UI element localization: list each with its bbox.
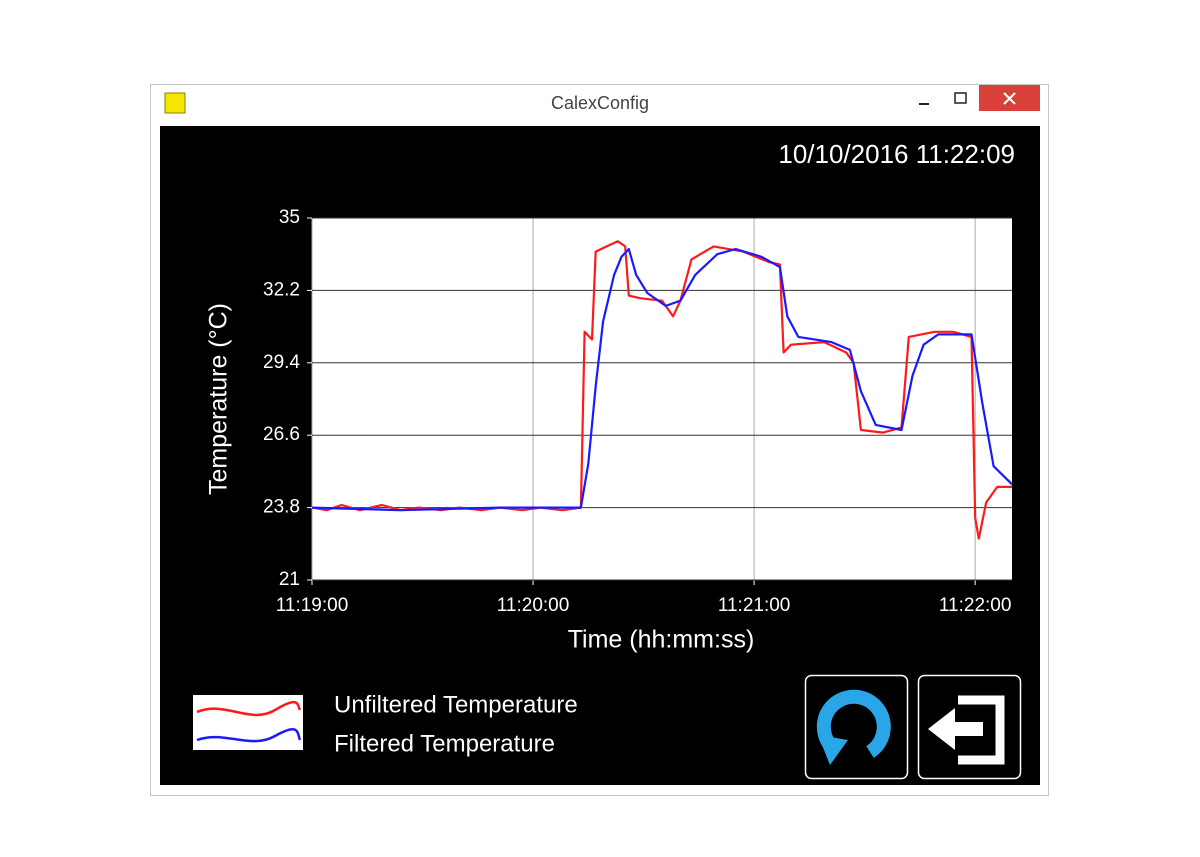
x-tick-label: 11:22:00 <box>939 595 1012 616</box>
refresh-button[interactable] <box>804 674 909 780</box>
close-button[interactable] <box>979 85 1040 111</box>
x-tick-label: 11:19:00 <box>276 595 349 616</box>
x-axis-label: Time (hh:mm:ss) <box>568 626 755 654</box>
timestamp: 10/10/2016 11:22:09 <box>778 139 1015 169</box>
y-tick-label: 35 <box>279 207 300 228</box>
window-title: CalexConfig <box>551 93 649 113</box>
app-icon <box>164 92 186 114</box>
x-tick-label: 11:21:00 <box>718 595 791 616</box>
exit-button[interactable] <box>917 674 1022 780</box>
y-tick-label: 23.8 <box>263 497 300 518</box>
legend-blue-line <box>196 728 302 743</box>
legend: Unfiltered Temperature Filtered Temperat… <box>193 691 578 757</box>
chart: 11:19:00 11:20:00 11:21:00 11:22:00 21 23.8 26… <box>263 207 1013 616</box>
y-tick-label: 29.4 <box>263 352 300 373</box>
y-tick-label: 26.6 <box>263 424 300 445</box>
x-tick-label: 11:20:00 <box>497 595 570 616</box>
series-line <box>311 247 1013 512</box>
maximize-button[interactable] <box>954 92 967 104</box>
y-tick-label: 32.2 <box>263 279 300 300</box>
legend-red-line <box>196 700 302 717</box>
legend-label: Unfiltered Temperature <box>334 691 578 718</box>
plot-area <box>312 218 1012 580</box>
legend-label: Filtered Temperature <box>334 730 555 757</box>
y-axis-label: Temperature (°C) <box>205 303 233 495</box>
y-tick-label: 21 <box>279 569 300 590</box>
